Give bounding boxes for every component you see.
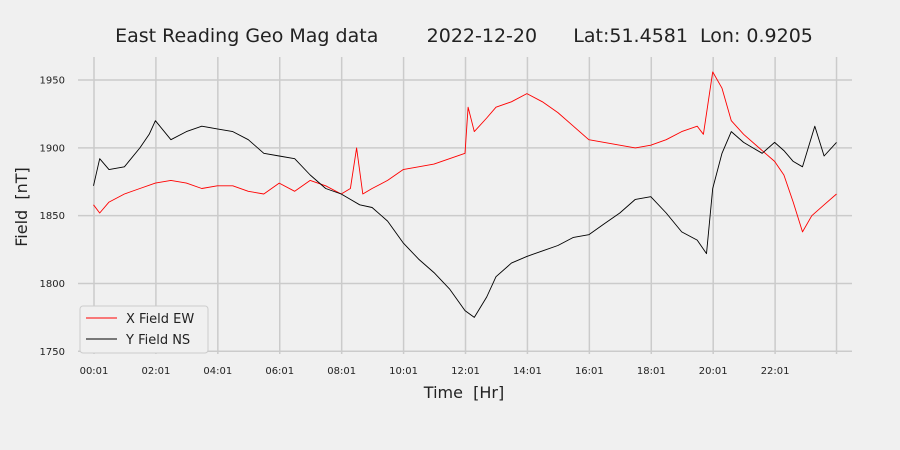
x-tick-label: 18:01: [637, 366, 666, 377]
series-group: [93, 71, 837, 318]
y-tick-label: 1850: [40, 211, 65, 222]
series-line-y-field-ns: [93, 120, 837, 318]
y-tick-label: 1800: [40, 279, 65, 290]
y-tick-label: 1750: [40, 347, 65, 358]
x-tick-label: 14:01: [513, 366, 542, 377]
x-tick-label: 04:01: [203, 366, 232, 377]
grid: [78, 57, 852, 354]
y-axis-label: Field [nT]: [12, 167, 31, 247]
x-tick-label: 10:01: [389, 366, 418, 377]
x-tick-label: 16:01: [575, 366, 604, 377]
x-tick-label: 00:01: [80, 366, 109, 377]
x-tick-label: 20:01: [699, 366, 728, 377]
chart-title: East Reading Geo Mag data 2022-12-20 Lat…: [115, 25, 813, 47]
legend-label-y-field: Y Field NS: [125, 333, 190, 348]
y-tick-label: 1950: [40, 76, 65, 87]
legend: X Field EW Y Field NS: [79, 305, 209, 354]
legend-label-x-field: X Field EW: [126, 312, 194, 327]
x-tick-label: 22:01: [761, 366, 790, 377]
series-line-x-field-ew: [93, 71, 837, 233]
x-tick-label: 06:01: [265, 366, 294, 377]
axis-ticks: 1750 1800 1850 1900 1950 00:01 02:01 04:01 06:01…: [40, 76, 790, 377]
x-tick-label: 02:01: [142, 366, 171, 377]
x-axis-label: Time [Hr]: [423, 383, 504, 402]
x-tick-label: 08:01: [327, 366, 356, 377]
x-tick-label: 12:01: [451, 366, 480, 377]
y-tick-label: 1900: [40, 143, 65, 154]
